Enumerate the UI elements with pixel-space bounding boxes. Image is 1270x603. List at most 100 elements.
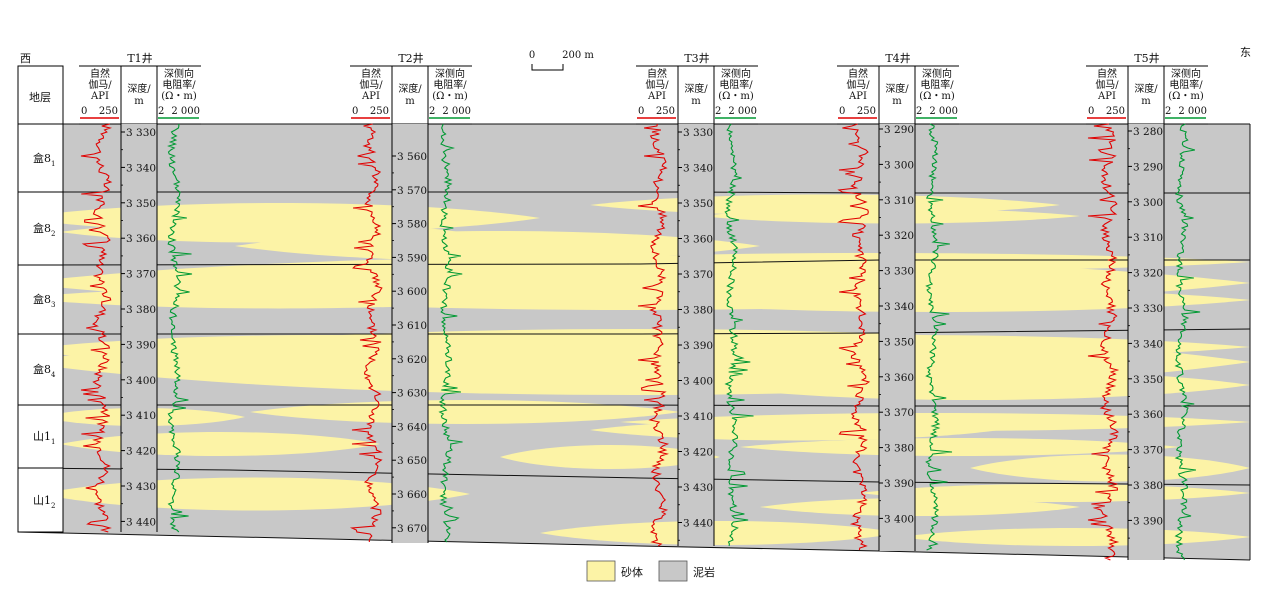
depth-tick-label: 3 340 [1133,338,1163,350]
layer-name: 盒84 [33,362,56,379]
scale-zero: 0 [529,50,535,61]
depth-tick-label: 3 430 [683,482,713,494]
scale-label: 200 m [562,50,594,61]
depth-tick-label: 3 610 [397,320,427,332]
legend: 砂体 泥岩 [586,560,715,582]
depth-header-line: m [1141,96,1151,107]
sand-lens [235,231,760,261]
depth-tick-label: 3 370 [683,269,713,281]
res-header-line: 电阻率/ [920,78,954,91]
gr-header-line: 伽马/ [846,78,870,91]
res-header-line: (Ω・m) [919,91,955,102]
layer-name-sub: 1 [51,438,55,446]
depth-header-line: m [892,96,902,107]
depth-header-line: m [405,96,415,107]
depth-tick-label: 3 330 [884,266,914,278]
well-name: T3井 [684,51,709,65]
legend-sand-swatch [586,560,616,582]
depth-tick-label: 3 580 [397,219,427,231]
res-scale-min: 2 [715,106,721,117]
depth-tick-label: 3 350 [683,198,713,210]
depth-tick-label: 3 380 [683,305,713,317]
depth-tick-label: 3 440 [126,516,156,528]
layer-name-main: 盒8 [33,151,51,165]
layer-boundary [17,467,1251,486]
layer-header: 地层 [29,91,51,104]
res-scale-min: 2 [158,106,164,117]
depth-column [392,124,428,543]
depth-header-line: m [134,96,144,107]
gr-scale-max: 250 [1106,106,1125,117]
gr-header-line: API [848,91,867,102]
depth-header-line: m [691,96,701,107]
gr-header-line: 伽马/ [645,78,669,91]
depth-tick-label: 3 360 [884,372,914,384]
res-curve [438,123,463,543]
depth-tick-label: 3 320 [884,230,914,242]
depth-tick-label: 3 420 [683,447,713,459]
gr-header-line: API [90,91,109,102]
layer-name: 盒83 [33,292,55,309]
gr-header-line: API [1097,91,1116,102]
res-scale-max: 2 000 [1178,106,1207,117]
layer-name-sub: 4 [51,371,56,379]
depth-header-line: 深度/ [1134,82,1158,95]
legend-mud-label: 泥岩 [693,565,715,579]
layer-boundary [18,328,1251,335]
layer-name-main: 盒8 [33,362,51,376]
depth-tick-label: 3 590 [397,252,427,264]
depth-tick-label: 3 290 [884,124,914,136]
res-scale-min: 2 [916,106,922,117]
well-name: T2井 [398,51,423,65]
res-curve [167,123,193,533]
res-header-line: 深侧向 [164,67,194,80]
layer-name-sub: 2 [51,230,55,238]
layer-name: 盒82 [33,221,55,238]
depth-tick-label: 3 620 [397,354,427,366]
gr-scale-min: 0 [352,106,358,117]
gr-scale-min: 0 [839,106,845,117]
gr-header-line: 自然 [90,67,110,80]
gr-scale-max: 250 [656,106,675,117]
depth-header-line: 深度/ [127,82,151,95]
res-header-line: 电阻率/ [162,78,196,91]
sand-lens [970,454,1250,482]
depth-tick-label: 3 570 [397,185,427,197]
layer-name-sub: 3 [51,301,55,309]
depth-tick-label: 3 420 [126,446,156,458]
res-header-line: (Ω・m) [161,91,197,102]
layer-name-main: 盒8 [33,221,51,235]
res-scale-max: 2 000 [728,106,757,117]
legend-mud-swatch [658,560,688,582]
layer-boundary [18,404,1250,407]
depth-tick-label: 3 400 [126,375,156,387]
sand-lens [250,400,680,424]
gr-header-line: 自然 [848,67,868,80]
gr-header-line: 伽马/ [1095,78,1119,91]
layer-name: 盒81 [33,151,55,168]
legend-sand-label: 砂体 [621,565,643,579]
res-header-line: 电阻率/ [433,78,467,91]
depth-tick-label: 3 300 [884,159,914,171]
gr-scale-min: 0 [81,106,87,117]
depth-tick-label: 3 300 [1133,197,1163,209]
depth-tick-label: 3 600 [397,286,427,298]
res-header-line: (Ω・m) [718,91,754,102]
east-label: 东 [1240,46,1251,59]
depth-tick-label: 3 370 [884,407,914,419]
depth-tick-label: 3 310 [1133,232,1163,244]
well-header-bg [350,66,472,124]
res-header-line: 深侧向 [922,67,952,80]
res-curve [724,123,754,547]
depth-column [121,124,157,532]
layer-column-frame [17,65,64,533]
sand-lens [760,498,1080,516]
depth-tick-label: 3 390 [1133,515,1163,527]
layer-name: 山11 [33,430,55,446]
gr-curve [80,123,113,533]
